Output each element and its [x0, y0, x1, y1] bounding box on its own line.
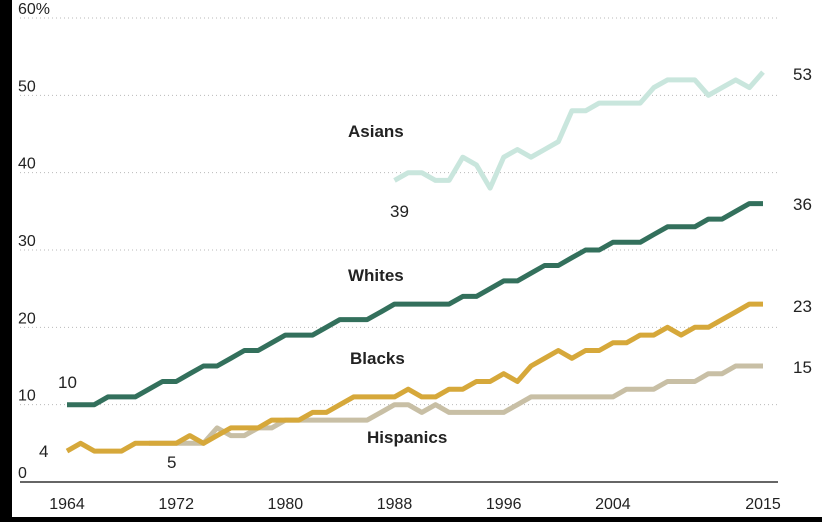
y-tick-label: 0: [18, 465, 27, 482]
series-line-blacks: [65, 301, 763, 454]
end-value-label-whites: 36: [793, 195, 812, 214]
gridlines: [20, 17, 778, 483]
x-tick-label: 1996: [486, 496, 522, 513]
line-chart: 0 10 20 30 40 50 60% 1964 1972 1980 1988 1996 2004 2…: [18, 1, 812, 513]
y-tick-label: 20: [18, 310, 36, 327]
y-tick-label: 60%: [18, 1, 50, 18]
y-tick-label: 30: [18, 233, 36, 250]
series-line-hispanics: [148, 363, 763, 446]
x-tick-label: 2004: [595, 496, 631, 513]
y-tick-label: 50: [18, 78, 36, 95]
end-value-label-asians: 53: [793, 65, 812, 84]
series-line-whites: [67, 201, 763, 408]
start-value-label-whites: 10: [58, 373, 77, 392]
end-value-label-hispanics: 15: [793, 358, 812, 377]
start-value-label-asians: 39: [390, 202, 409, 221]
x-tick-label: 1980: [268, 496, 304, 513]
y-axis-tick-labels: 0 10 20 30 40 50 60%: [18, 1, 50, 482]
series-name-blacks: Blacks: [350, 349, 405, 368]
start-value-label-hispanics: 5: [167, 453, 176, 472]
series-name-hispanics: Hispanics: [367, 428, 447, 447]
y-tick-label: 40: [18, 156, 36, 173]
end-value-label-blacks: 23: [793, 297, 812, 316]
x-tick-label: 1988: [377, 496, 413, 513]
start-value-label-blacks: 4: [39, 442, 48, 461]
series-lines: [65, 70, 765, 454]
x-tick-label: 1972: [158, 496, 194, 513]
chart-panel: 0 10 20 30 40 50 60% 1964 1972 1980 1988 1996 2004 2…: [12, 0, 822, 517]
series-line-asians: [393, 70, 765, 191]
series-name-whites: Whites: [348, 266, 404, 285]
series-labels: Asians 39 53 Whites 10 36 Blacks 4 23 Hispanics 5 1…: [39, 65, 812, 472]
x-tick-label: 1964: [49, 496, 85, 513]
x-axis-tick-labels: 1964 1972 1980 1988 1996 2004 2015: [49, 496, 781, 513]
series-name-asians: Asians: [348, 122, 404, 141]
y-tick-label: 10: [18, 388, 36, 405]
x-tick-label: 2015: [745, 496, 781, 513]
